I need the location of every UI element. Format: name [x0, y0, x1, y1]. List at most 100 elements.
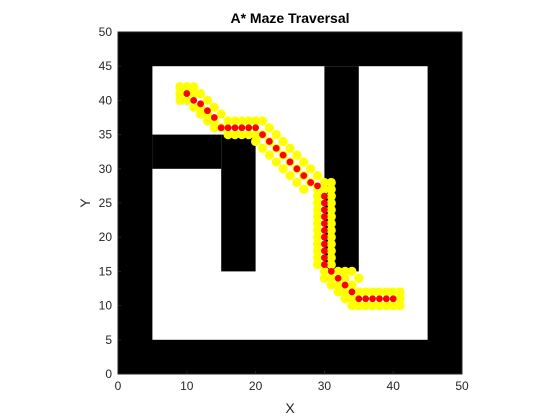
- explored-node: [264, 150, 274, 160]
- x-axis-label: X: [285, 400, 295, 416]
- path-node: [334, 274, 342, 282]
- explored-node: [175, 95, 185, 105]
- explored-node: [223, 116, 233, 126]
- explored-node: [326, 177, 336, 188]
- explored-node: [347, 266, 357, 276]
- explored-node: [285, 171, 295, 181]
- explored-node: [175, 88, 185, 99]
- path-node: [245, 124, 253, 132]
- explored-node: [278, 136, 288, 147]
- path-node: [369, 295, 376, 303]
- explored-node: [209, 123, 219, 133]
- path-node: [307, 179, 315, 186]
- explored-node: [326, 232, 336, 242]
- explored-node: [395, 301, 405, 311]
- explored-node: [326, 198, 336, 208]
- path-node: [321, 233, 328, 241]
- path-node: [217, 124, 225, 132]
- explored-node: [333, 287, 343, 297]
- explored-node: [230, 130, 240, 140]
- explored-node: [319, 266, 329, 276]
- explored-node: [333, 280, 343, 290]
- explored-node: [326, 259, 336, 270]
- explored-node: [354, 301, 364, 311]
- path-node: [238, 124, 246, 132]
- explored-node: [182, 95, 192, 105]
- explored-node: [312, 191, 323, 201]
- path-node: [197, 100, 204, 108]
- explored-node: [326, 280, 336, 290]
- explored-node: [319, 177, 329, 188]
- explored-node: [326, 253, 336, 263]
- explored-node: [257, 116, 268, 126]
- explored-node: [395, 287, 405, 297]
- explored-node: [189, 82, 199, 92]
- explored-node: [278, 164, 288, 174]
- y-tick-label: 0: [105, 367, 112, 381]
- explored-node: [189, 88, 199, 99]
- path-node: [389, 295, 397, 303]
- path-node: [321, 261, 328, 268]
- explored-node: [312, 232, 323, 242]
- x-tick-label: 30: [318, 379, 332, 393]
- explored-node: [374, 287, 385, 297]
- path-node: [376, 295, 383, 303]
- y-tick-label: 20: [99, 230, 113, 244]
- path-node: [259, 131, 266, 139]
- explored-node: [340, 287, 350, 297]
- explored-node: [230, 116, 240, 126]
- x-tick-label: 20: [249, 379, 263, 393]
- explored-node: [271, 130, 281, 140]
- explored-node: [306, 164, 316, 174]
- x-tick-label: 40: [387, 379, 401, 393]
- explored-node: [251, 136, 261, 147]
- explored-node: [251, 116, 261, 126]
- y-tick-label: 40: [99, 93, 113, 107]
- path-node: [231, 124, 239, 132]
- maze-wall: [152, 134, 222, 169]
- path-node: [252, 124, 259, 132]
- y-tick-label: 15: [99, 264, 113, 278]
- explored-node: [326, 218, 336, 229]
- explored-node: [195, 109, 206, 119]
- x-tick-label: 50: [455, 379, 469, 393]
- explored-node: [237, 116, 247, 126]
- explored-node: [312, 253, 323, 263]
- explored-node: [182, 82, 192, 92]
- explored-node: [271, 157, 281, 167]
- path-node: [204, 107, 211, 115]
- explored-node: [244, 130, 254, 140]
- y-axis: 0 5 10 15 20 25 30 35 40 45 50: [99, 25, 121, 381]
- explored-node: [202, 95, 213, 105]
- explored-node: [189, 102, 199, 112]
- path-node: [348, 288, 356, 296]
- explored-node: [374, 301, 385, 311]
- path-node: [321, 192, 328, 200]
- explored-node: [326, 239, 336, 249]
- explored-node: [312, 218, 323, 229]
- explored-node: [175, 82, 185, 92]
- path-node: [265, 138, 273, 145]
- explored-node: [381, 301, 391, 311]
- path-node: [321, 206, 328, 214]
- path-node: [190, 97, 198, 104]
- path-node: [279, 151, 287, 159]
- y-tick-label: 5: [105, 333, 112, 347]
- explored-node: [251, 130, 261, 140]
- explored-node: [333, 266, 343, 276]
- explored-node: [264, 123, 274, 133]
- path-node: [321, 247, 328, 255]
- path-node: [224, 124, 232, 132]
- path-node: [321, 240, 328, 248]
- explored-node: [326, 273, 336, 283]
- path-node: [183, 90, 191, 97]
- explored-node: [326, 225, 336, 235]
- explored-node: [326, 191, 336, 201]
- path-node: [272, 144, 280, 152]
- path-node: [355, 295, 363, 303]
- path-node: [341, 281, 349, 289]
- y-tick-label: 10: [99, 299, 113, 313]
- path-node: [362, 295, 370, 303]
- explored-node: [381, 287, 391, 297]
